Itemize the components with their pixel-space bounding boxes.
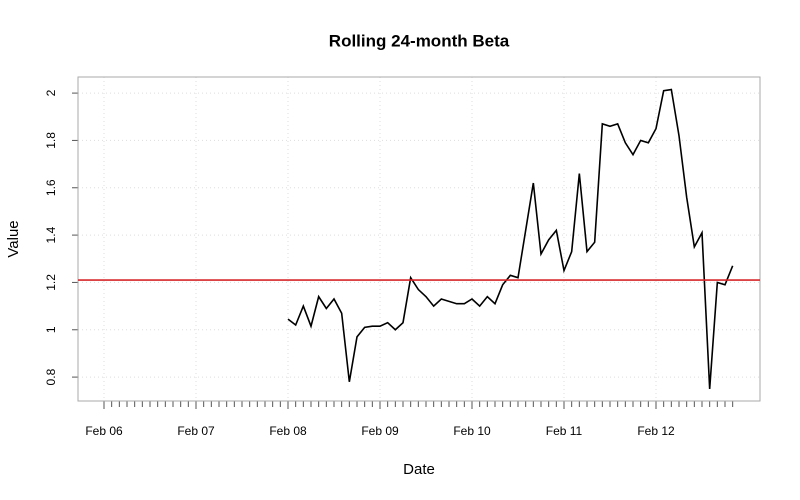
x-tick-label: Feb 12 [637,424,675,438]
y-axis-label: Value [5,220,22,257]
x-axis-label: Date [403,461,435,478]
x-tick-label: Feb 10 [453,424,491,438]
x-tick-label: Feb 09 [361,424,399,438]
y-tick-label: 1.6 [44,179,58,196]
line-series [287,88,734,389]
y-tick-label: 1.8 [44,132,58,149]
y-tick-label: 1.4 [44,226,58,243]
y-tick-label: 0.8 [44,368,58,385]
chart-title: Rolling 24-month Beta [329,31,510,50]
x-tick-label: Feb 06 [85,424,123,438]
x-tick-label: Feb 11 [546,424,583,438]
x-tick-label: Feb 08 [269,424,307,438]
y-tick-label: 1.2 [44,274,58,291]
plot-frame [77,76,761,402]
y-tick-label: 2 [44,89,58,96]
y-tick-label: 1 [44,326,58,333]
x-tick-label: Feb 07 [177,424,215,438]
